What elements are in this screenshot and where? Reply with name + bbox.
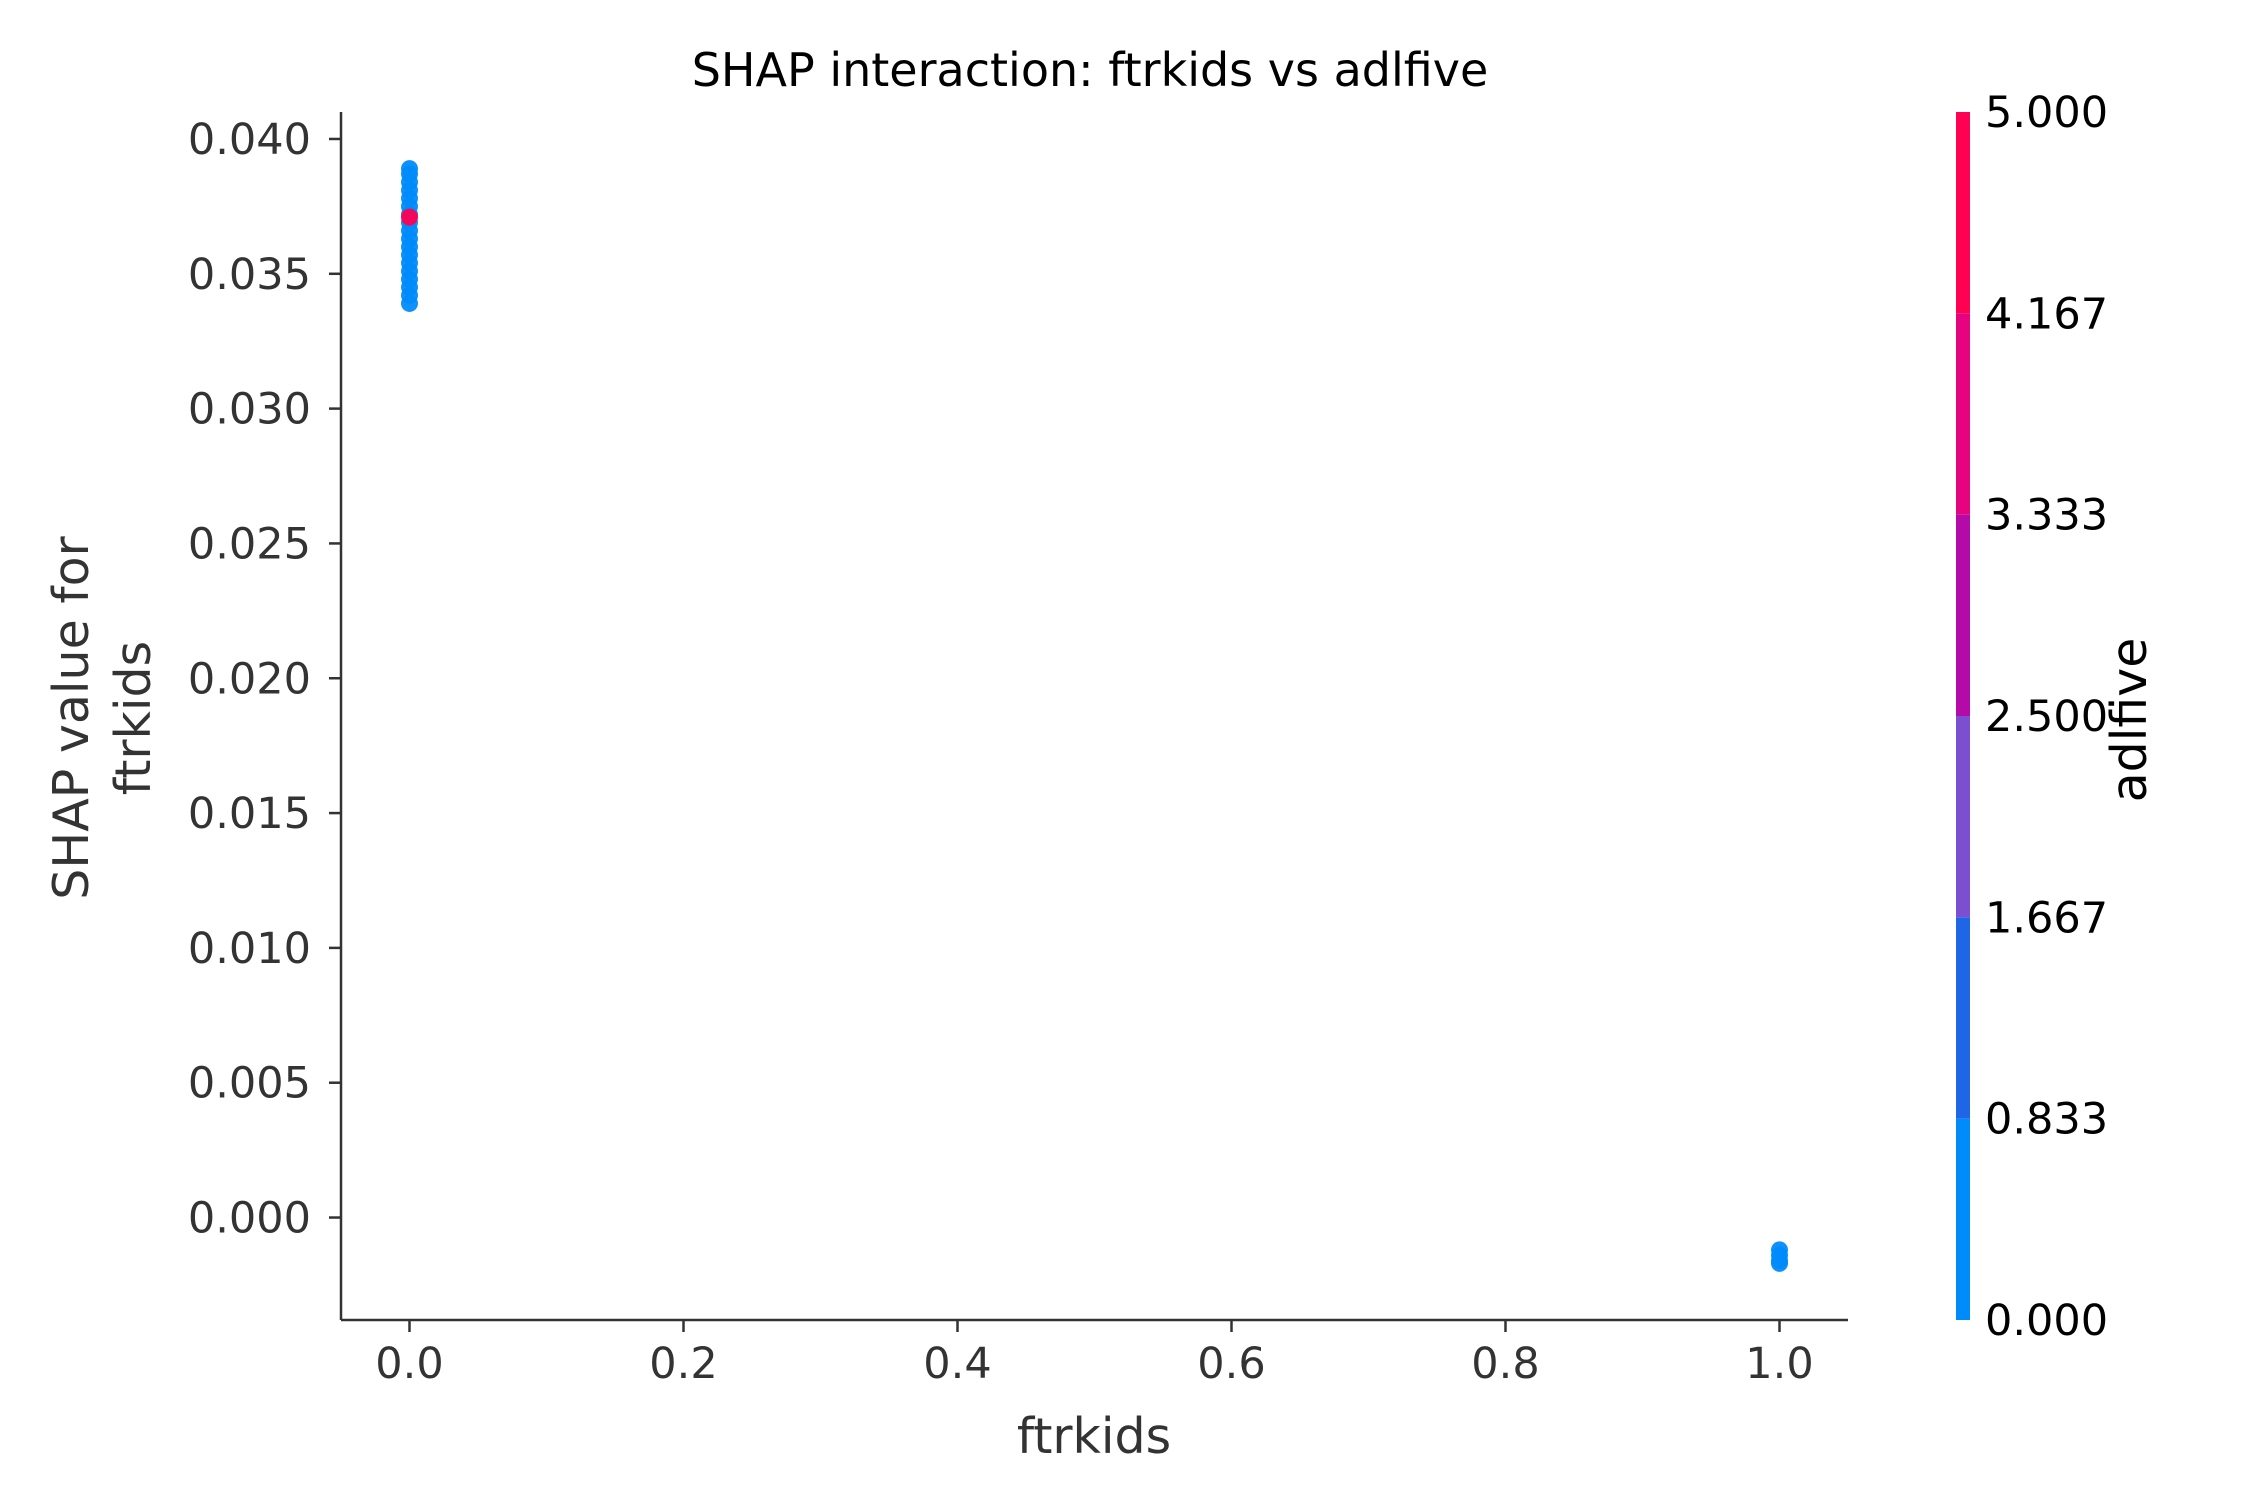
y-tick-label: 0.030 [188,385,311,435]
x-axis-label: ftrkids [1017,1408,1171,1465]
axes [339,112,1848,1322]
x-tick-label: 0.2 [649,1339,717,1389]
y-tick-label: 0.015 [188,789,311,839]
colorbar-tick-label: 2.500 [1985,692,2108,742]
colorbar-band [1956,112,1970,314]
data-point [401,208,418,226]
y-tick-label: 0.040 [188,115,311,165]
x-tick-label: 0.8 [1471,1339,1539,1389]
points-layer [401,160,1788,1272]
colorbar-band [1956,514,1970,716]
data-point [401,160,418,178]
y-tick-label: 0.035 [188,250,311,300]
colorbar-tick-label: 3.333 [1985,491,2108,541]
x-tick-label: 1.0 [1745,1339,1813,1389]
colorbar-band [1956,917,1970,1119]
y-ticks: 0.000 0.005 0.010 0.015 0.020 0.025 0.030 0.035… [188,115,341,1244]
colorbar-ticks: 0.000 0.833 1.667 2.500 3.333 4.167 5.000 [1985,88,2108,1346]
y-tick-label: 0.010 [188,924,311,974]
colorbar-tick-label: 4.167 [1985,289,2108,339]
y-axis-label-line-1: SHAP value for [43,535,100,899]
colorbar-bands [1956,112,1970,1320]
colorbar: 0.000 0.833 1.667 2.500 3.333 4.167 5.000 adlf… [1956,88,2158,1346]
colorbar-tick-label: 0.833 [1985,1095,2108,1145]
y-tick-label: 0.005 [188,1059,311,1109]
colorbar-tick-label: 5.000 [1985,88,2108,138]
x-tick-label: 0.4 [923,1339,991,1389]
colorbar-tick-label: 1.667 [1985,893,2108,943]
colorbar-label: adlfive [2101,638,2158,803]
chart-title: SHAP interaction: ftrkids vs adlfive [692,43,1489,97]
y-tick-label: 0.000 [188,1194,311,1244]
data-point [1771,1254,1788,1272]
colorbar-tick-label: 0.000 [1985,1296,2108,1346]
y-tick-label: 0.020 [188,654,311,704]
x-ticks: 0.0 0.2 0.4 0.6 0.8 1.0 [375,1320,1814,1389]
colorbar-band [1956,1118,1970,1320]
y-axis-label-line-2: ftrkids [105,641,162,795]
y-tick-label: 0.025 [188,519,311,569]
y-axis-label: SHAP value for ftrkids [43,535,162,899]
x-tick-label: 0.6 [1197,1339,1265,1389]
colorbar-band [1956,716,1970,918]
colorbar-band [1956,313,1970,515]
x-tick-label: 0.0 [375,1339,443,1389]
